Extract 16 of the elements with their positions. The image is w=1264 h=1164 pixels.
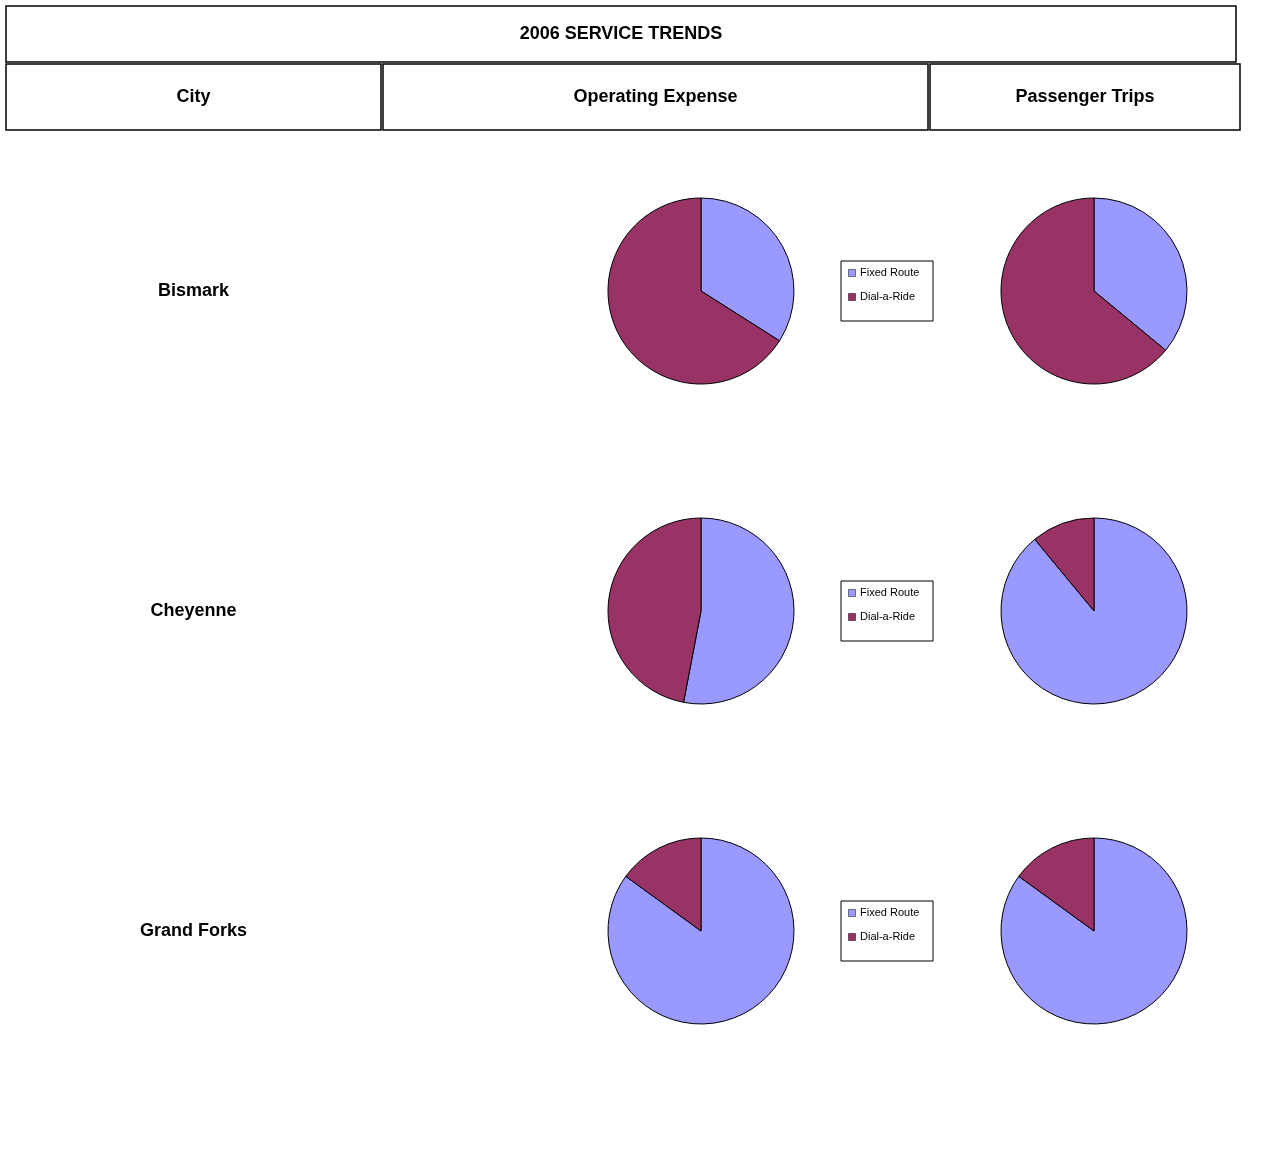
legend-label: Fixed Route: [860, 266, 920, 278]
text: Grand Forks: [139, 920, 248, 940]
text: City: [176, 86, 211, 106]
legend-label: Fixed Route: [860, 906, 920, 918]
text: 2006 SERVICE TRENDS: [519, 23, 723, 43]
legend-label: Dial-a-Ride: [860, 610, 916, 622]
text: Bismark: [157, 280, 231, 300]
legend-label: Dial-a-Ride: [860, 290, 916, 302]
text: Cheyenne: [150, 600, 237, 620]
legend-label: Dial-a-Ride: [860, 930, 916, 942]
pie-slice: [1000, 837, 1188, 1025]
text: Operating Expense: [573, 86, 738, 106]
pie-slice: [1000, 517, 1188, 705]
pie-slice: [607, 837, 795, 1025]
text: Passenger Trips: [1015, 86, 1155, 106]
legend-label: Fixed Route: [860, 586, 920, 598]
